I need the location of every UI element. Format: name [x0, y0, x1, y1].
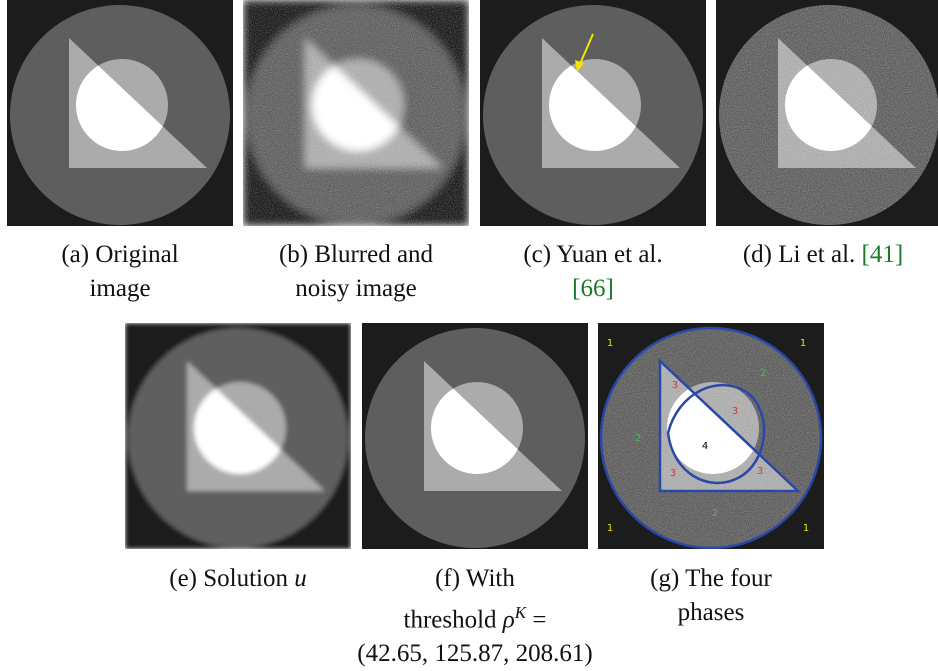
citation[interactable]: [66]: [572, 275, 614, 302]
caption-line: (42.65, 125.87, 208.61): [357, 640, 592, 667]
image-phases: 1 1 1 1 2 2 2 3 3 3 3 4: [598, 323, 824, 549]
phase-label: 4: [702, 441, 708, 452]
phase-label: 1: [607, 338, 613, 349]
phase-label: 3: [732, 406, 738, 417]
phase-label: 2: [712, 508, 718, 519]
caption-line: (b) Blurred and: [279, 241, 433, 268]
caption-line: (a) Original: [61, 241, 178, 268]
caption-line: image: [89, 275, 150, 302]
caption-line: threshold: [404, 606, 497, 633]
caption-line: phases: [678, 599, 745, 626]
image-yuan: [480, 0, 706, 226]
math-equals: =: [532, 606, 546, 633]
page: {"panels":[ {"caption":["(a) Original","…: [0, 0, 938, 670]
figure: 1 1 1 1 2 2 2 3 3 3 3 4 (a) Original imag…: [0, 0, 938, 670]
image-threshold: [362, 323, 588, 549]
math-superscript: K: [515, 603, 526, 622]
image-original: [7, 0, 233, 226]
phase-label: 3: [670, 468, 676, 479]
caption: (a) Original image: [0, 238, 240, 306]
caption: (f) With threshold ρK = (42.65, 125.87, 20…: [355, 562, 595, 671]
phase-label: 1: [607, 523, 613, 534]
caption-line: (c) Yuan et al.: [523, 241, 662, 268]
caption: (g) The four phases: [591, 562, 831, 630]
math: u: [294, 565, 307, 592]
image-solution: [125, 323, 351, 549]
caption-line: (g) The four: [650, 565, 772, 592]
caption-line: (e) Solution: [169, 565, 288, 592]
caption: (b) Blurred and noisy image: [236, 238, 476, 306]
phase-label: 2: [760, 368, 766, 379]
caption-line: (d) Li et al.: [743, 241, 855, 268]
phase-label: 1: [803, 523, 809, 534]
caption-line: (f) With: [435, 565, 515, 592]
image-blurred: [243, 0, 469, 226]
phase-label: 1: [800, 338, 806, 349]
image-li: [716, 0, 938, 226]
caption-line: noisy image: [295, 275, 417, 302]
math: ρ: [503, 606, 515, 633]
caption: (d) Li et al. [41]: [703, 238, 938, 272]
phase-label: 3: [672, 380, 678, 391]
caption: (e) Solution u: [118, 562, 358, 596]
phase-label: 2: [635, 433, 641, 444]
caption: (c) Yuan et al. [66]: [473, 238, 713, 306]
phase-label: 3: [757, 466, 763, 477]
citation[interactable]: [41]: [862, 241, 904, 268]
